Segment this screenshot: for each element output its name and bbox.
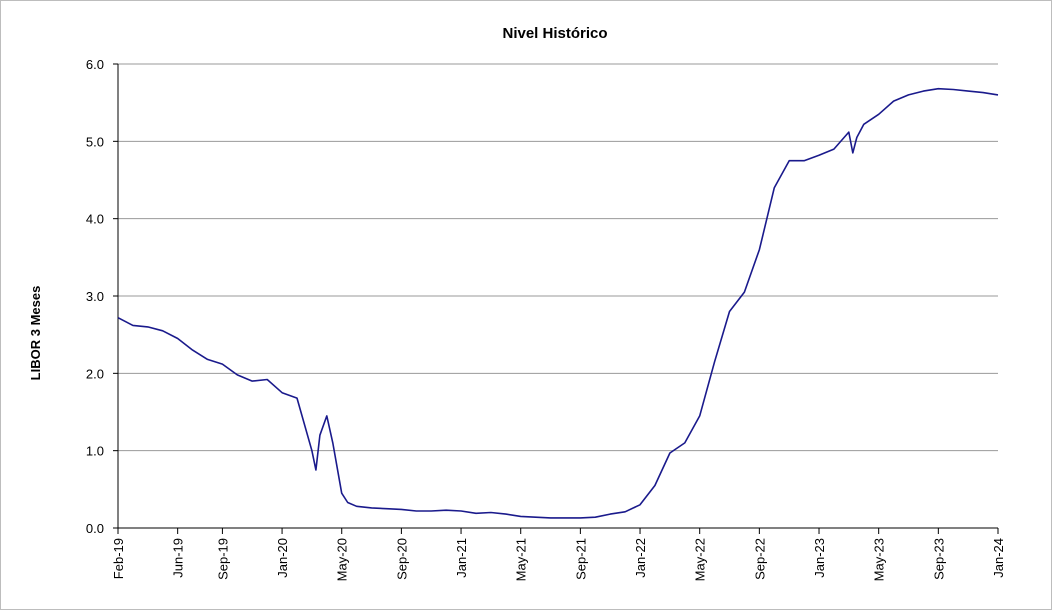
y-tick-label: 5.0 (86, 134, 104, 149)
chart-title: Nivel Histórico (502, 25, 607, 42)
x-tick-label: Jan-23 (812, 538, 827, 578)
x-tick-label: May-22 (693, 538, 708, 581)
gridlines (118, 63, 998, 452)
x-tick-label: May-23 (872, 538, 887, 581)
x-tick-label: Sep-21 (573, 538, 588, 580)
x-tick-label: Jan-20 (275, 538, 290, 578)
x-tick-label: Jan-21 (454, 538, 469, 578)
x-tick-label: Jan-24 (991, 538, 1006, 578)
y-tick-label: 1.0 (86, 444, 104, 459)
x-tick-label: Jan-22 (633, 538, 648, 578)
x-tick-label: Jun-19 (171, 538, 186, 578)
series-line (117, 87, 999, 519)
y-tick-label: 6.0 (86, 57, 104, 72)
y-tick-label: 0.0 (86, 521, 104, 536)
series-layer (117, 87, 999, 519)
x-tick-label: Feb-19 (111, 538, 126, 579)
y-tick-labels: 0.0 1.0 2.0 3.0 4.0 5.0 6.0 (86, 57, 104, 536)
x-tick-label: May-21 (514, 538, 529, 581)
axes (113, 63, 999, 534)
y-axis-label: LIBOR 3 Meses (28, 286, 43, 381)
y-tick-label: 3.0 (86, 289, 104, 304)
y-tick-label: 4.0 (86, 212, 104, 227)
x-tick-label: Sep-23 (931, 538, 946, 580)
x-tick-label: May-20 (335, 538, 350, 581)
x-tick-label: Sep-19 (215, 538, 230, 580)
y-tick-label: 2.0 (86, 366, 104, 381)
x-tick-label: Sep-22 (752, 538, 767, 580)
x-tick-labels: Feb-19 Jun-19 Sep-19 Jan-20 May-20 Sep-20 Jan-… (111, 538, 1006, 581)
x-tick-label: Sep-20 (394, 538, 409, 580)
